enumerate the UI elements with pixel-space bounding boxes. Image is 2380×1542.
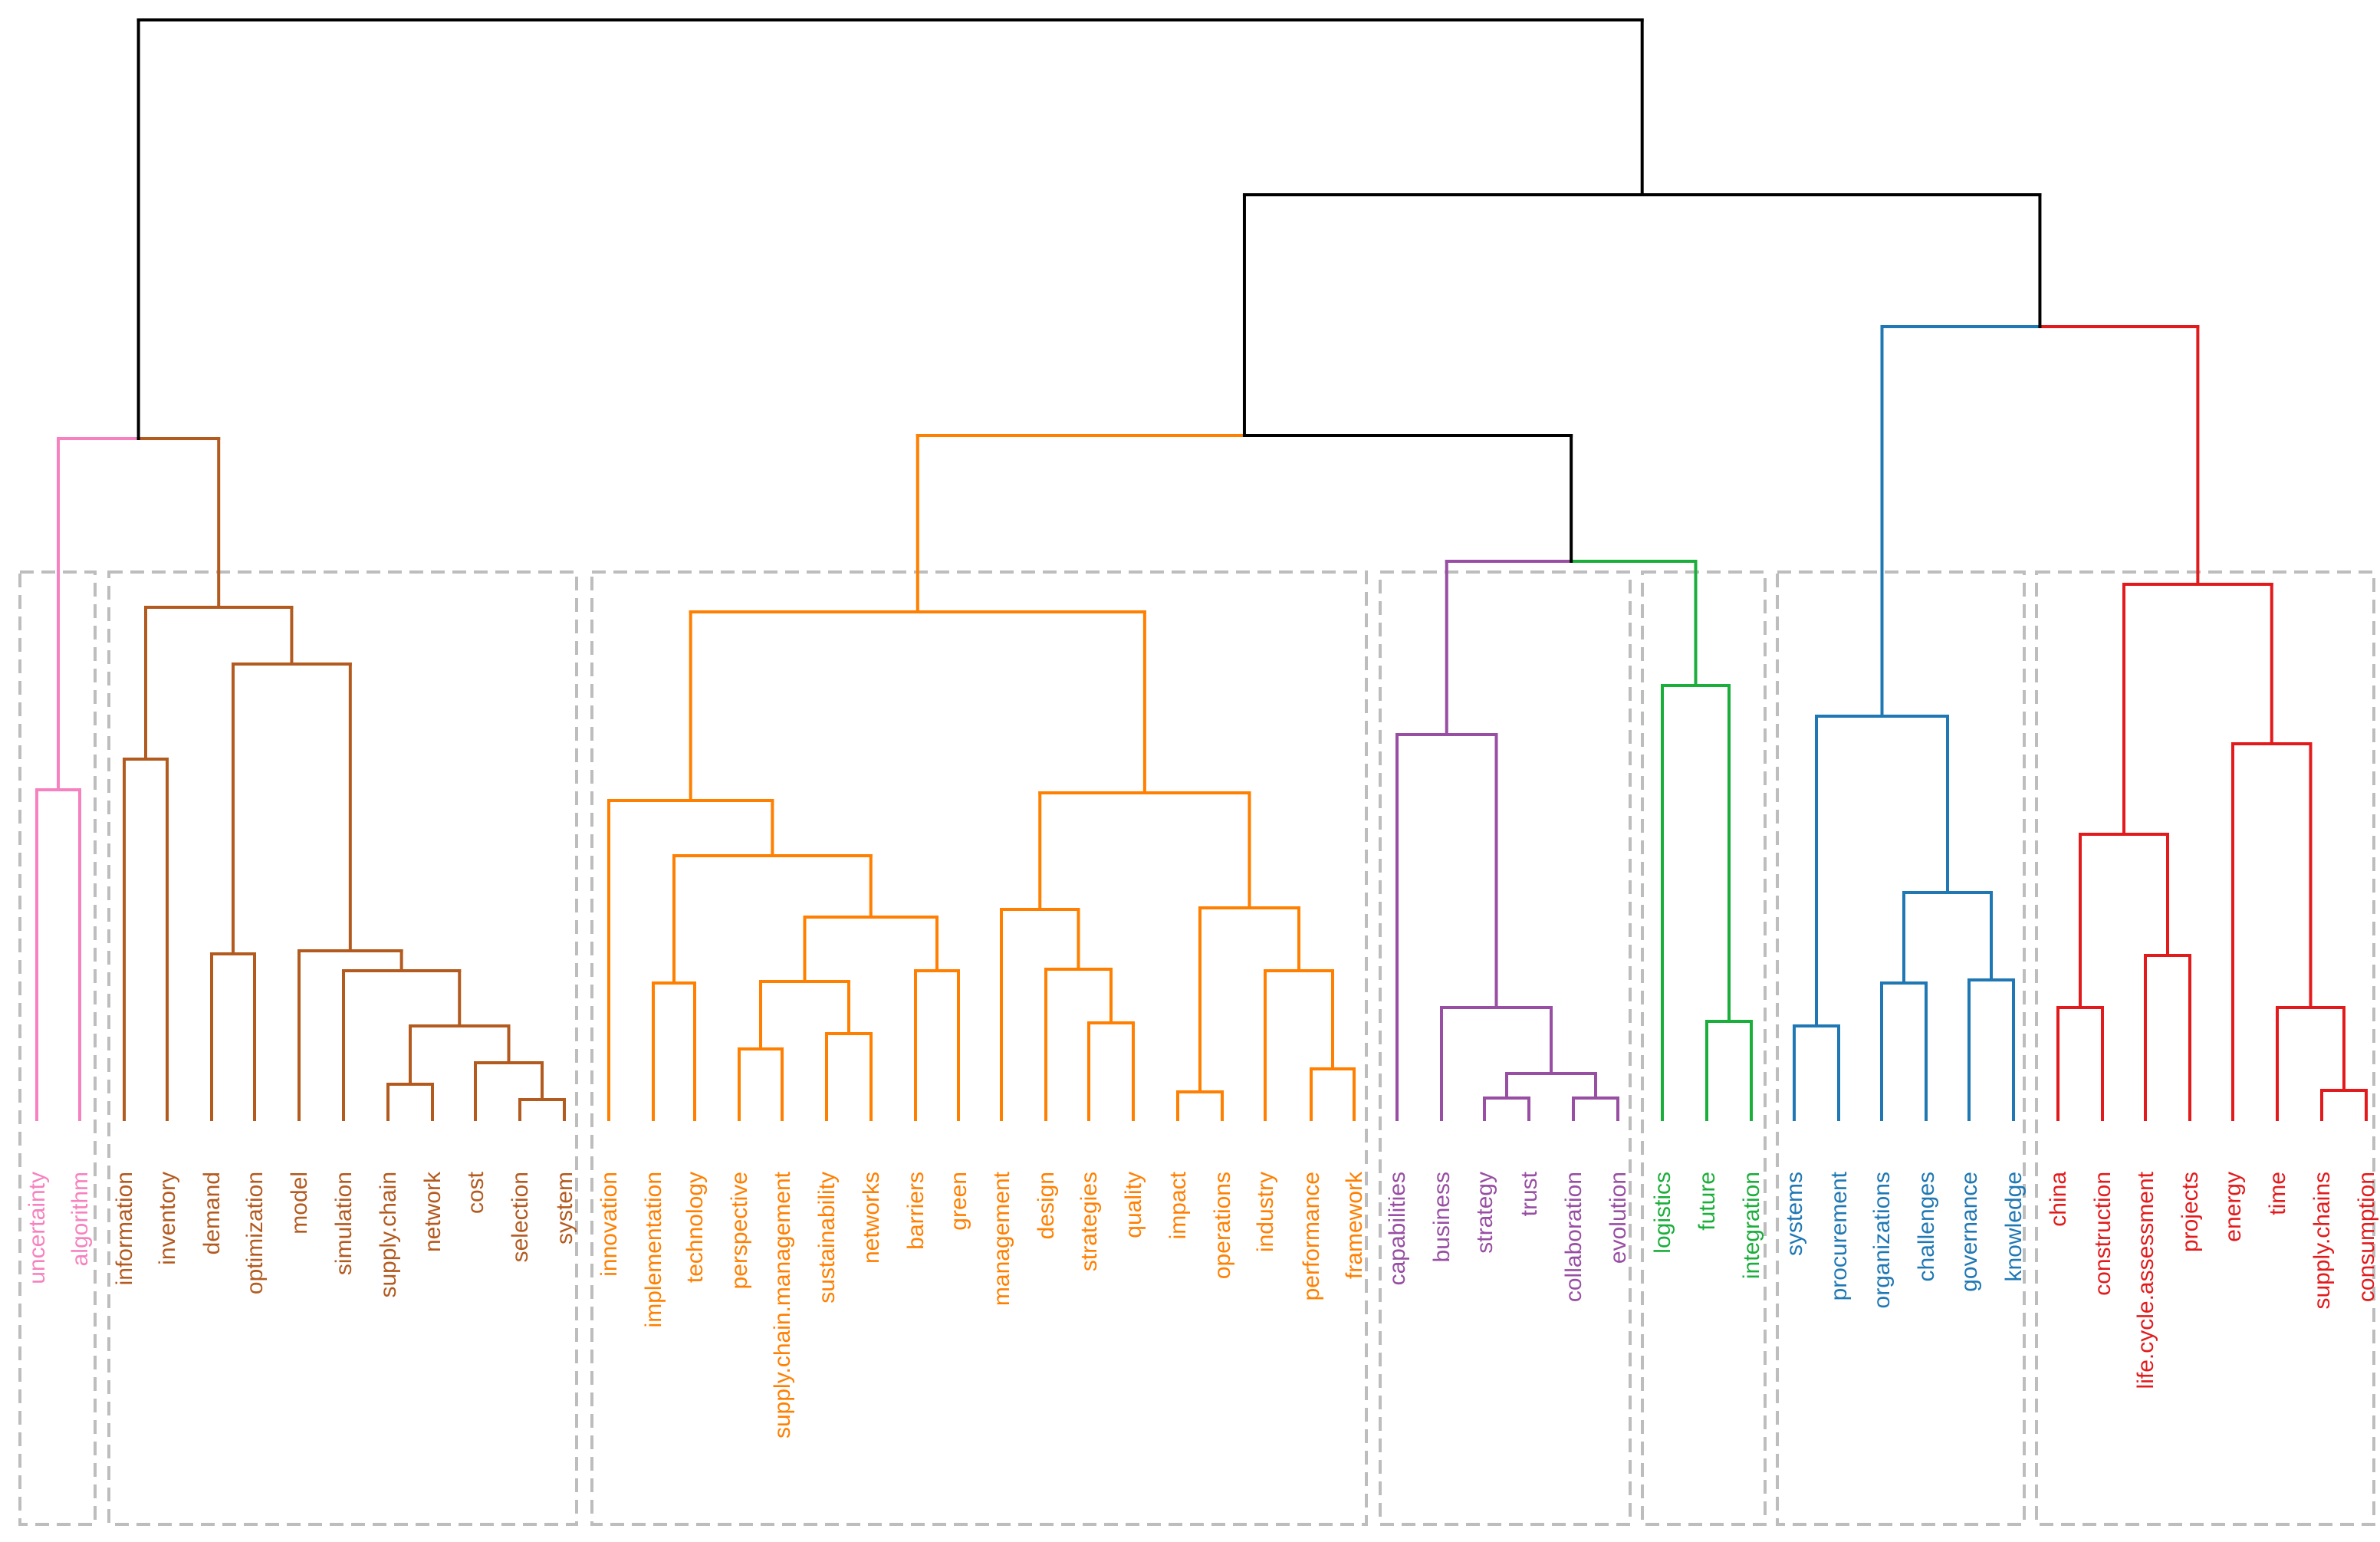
cluster-box-6 [1776, 570, 2026, 1526]
leaf-label: trust [1517, 1171, 1542, 1216]
leaf-label: impact [1165, 1171, 1191, 1239]
leaf-label: networks [859, 1172, 884, 1264]
leaf-label: cost [463, 1171, 488, 1214]
leaf-label: framework [1342, 1171, 1367, 1279]
leaf-label: future [1695, 1172, 1720, 1231]
leaf-label: model [287, 1172, 312, 1235]
leaf-label: industry [1253, 1172, 1278, 1252]
leaf-label: demand [199, 1172, 225, 1254]
leaf-label: construction [2090, 1172, 2115, 1296]
leaf-label: organizations [1869, 1172, 1895, 1308]
leaf-label: systems [1782, 1172, 1807, 1256]
leaf-label: uncertainty [25, 1172, 50, 1284]
leaf-label: operations [1210, 1172, 1235, 1279]
leaf-label: selection [508, 1172, 533, 1262]
leaf-label: system [552, 1172, 577, 1244]
leaf-label: projects [2178, 1172, 2203, 1252]
cluster-box-1 [18, 570, 97, 1526]
cluster-box-3 [590, 570, 1368, 1526]
leaf-label: implementation [641, 1172, 666, 1327]
leaf-label: evolution [1606, 1172, 1631, 1264]
leaf-label: supply.chains [2309, 1172, 2335, 1310]
leaf-label: china [2046, 1172, 2071, 1227]
leaf-labels: uncertainty algorithm information inventory… [25, 1171, 2379, 1438]
dendrogram-branches [35, 18, 2368, 1121]
leaf-label: innovation [597, 1172, 622, 1277]
cluster-box-2 [107, 570, 578, 1526]
leaf-label: management [989, 1171, 1014, 1306]
leaf-label: time [2265, 1172, 2290, 1215]
leaf-label: sustainability [814, 1172, 840, 1304]
leaf-label: optimization [242, 1172, 268, 1294]
cluster-boxes [18, 570, 2375, 1526]
leaf-label: algorithm [67, 1172, 93, 1266]
leaf-label: barriers [903, 1172, 929, 1250]
leaf-label: information [112, 1172, 137, 1285]
leaf-label: design [1034, 1172, 1059, 1239]
leaf-label: logistics [1650, 1172, 1675, 1254]
leaf-label: strategy [1472, 1172, 1497, 1254]
leaf-label: strategies [1077, 1172, 1102, 1271]
leaf-label: life.cycle.assessment [2133, 1171, 2158, 1389]
leaf-label: simulation [331, 1172, 357, 1275]
cluster-box-4 [1379, 570, 1632, 1526]
leaf-label: energy [2221, 1172, 2246, 1242]
leaf-label: challenges [1914, 1172, 1939, 1281]
cluster-box-7 [2035, 570, 2375, 1526]
leaf-label: green [946, 1172, 971, 1231]
leaf-label: network [420, 1171, 445, 1252]
leaf-label: consumption [2354, 1172, 2379, 1302]
leaf-label: supply.chain [376, 1172, 401, 1298]
leaf-label: perspective [727, 1172, 752, 1289]
leaf-label: governance [1957, 1172, 1982, 1292]
leaf-label: integration [1739, 1172, 1764, 1279]
leaf-label: inventory [155, 1172, 180, 1265]
leaf-label: business [1429, 1172, 1455, 1262]
leaf-label: performance [1299, 1172, 1324, 1300]
leaf-label: quality [1121, 1172, 1146, 1238]
leaf-label: supply.chain.management [770, 1171, 795, 1438]
leaf-label: capabilities [1385, 1172, 1410, 1285]
leaf-label: collaboration [1561, 1172, 1586, 1302]
leaf-label: procurement [1826, 1171, 1852, 1300]
leaf-label: knowledge [2001, 1172, 2027, 1281]
leaf-label: technology [682, 1172, 708, 1283]
